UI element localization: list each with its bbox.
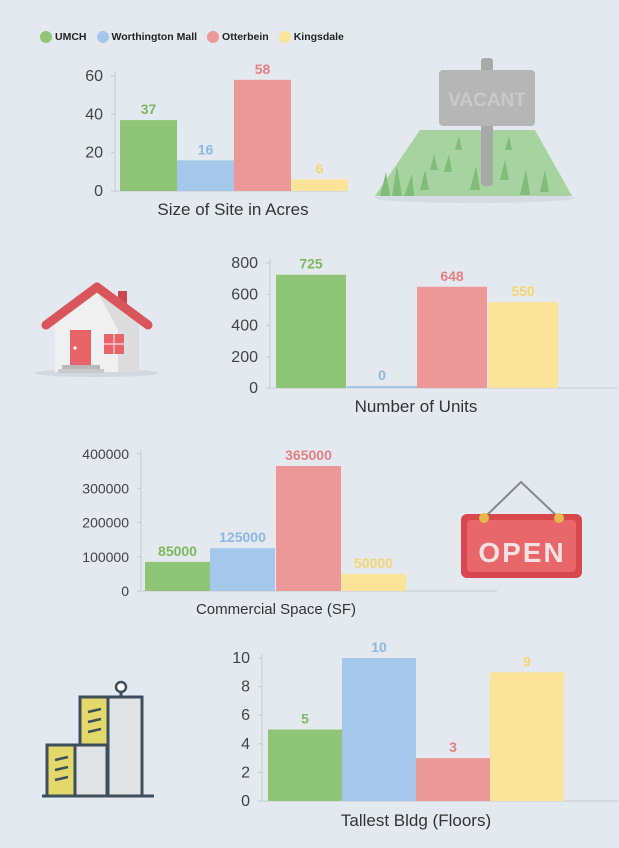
data-label: 725 (299, 256, 323, 272)
y-tick-label: 4 (241, 736, 250, 753)
open-sign-text: OPEN (478, 537, 565, 568)
y-tick-label: 8 (241, 679, 250, 696)
data-label: 37 (141, 101, 157, 117)
y-tick-label: 60 (85, 68, 103, 85)
x-axis-label: Tallest Bldg (Floors) (341, 811, 491, 830)
vacant-lot-icon: VACANT (375, 58, 575, 203)
data-label: 16 (198, 141, 214, 157)
bar-umch (145, 561, 210, 591)
data-label: 5 (301, 711, 309, 727)
chart-1: 0 20 40 60 37 16 58 6 Size of Site in Acres (85, 61, 348, 219)
legend-item-otterbein: Otterbein (207, 31, 269, 43)
bar-worthington-mall (347, 386, 417, 388)
bar-otterbein (417, 286, 487, 388)
legend-item-worthington-mall: Worthington Mall (96, 31, 198, 43)
y-tick-label: 800 (231, 255, 258, 272)
data-label: 3 (449, 739, 457, 755)
y-tick-label: 100000 (82, 549, 129, 565)
bar-umch (120, 120, 177, 191)
legend-label: UMCH (55, 31, 87, 43)
y-tick-label: 20 (85, 145, 103, 162)
bar-kingsdale (291, 179, 348, 191)
bar-umch (276, 274, 346, 388)
chart-4: 0 2 4 6 8 10 5 10 3 9 Tallest Bldg (Floors) (232, 639, 617, 830)
y-tick-label: 10 (232, 650, 250, 667)
bar-kingsdale (341, 573, 406, 591)
y-tick-label: 40 (85, 106, 103, 123)
house-icon (35, 282, 159, 377)
open-sign-icon: OPEN (461, 480, 582, 578)
bar-otterbein (276, 465, 341, 591)
legend: UMCH Worthington Mall Otterbein Kingsdal… (40, 31, 344, 43)
bar-worthington-mall (177, 160, 234, 191)
legend-label: Kingsdale (293, 31, 344, 43)
y-tick-label: 600 (231, 286, 258, 303)
y-tick-label: 200000 (82, 515, 129, 531)
data-label: 125000 (219, 529, 266, 545)
legend-label: Otterbein (222, 31, 269, 43)
legend-swatch (207, 31, 220, 43)
buildings-icon (42, 680, 154, 798)
y-tick-label: 0 (241, 793, 250, 810)
y-tick-label: 0 (94, 183, 103, 200)
bar-worthington-mall (342, 658, 416, 801)
data-label: 365000 (285, 447, 332, 463)
vacant-sign-text: VACANT (448, 90, 526, 111)
x-axis-label: Size of Site in Acres (157, 200, 308, 219)
legend-swatch (278, 31, 291, 43)
data-label: 85000 (158, 543, 197, 559)
legend-swatch (96, 31, 109, 43)
data-label: 6 (316, 161, 324, 177)
data-label: 648 (440, 268, 464, 284)
legend-item-umch: UMCH (40, 31, 87, 43)
legend-item-kingsdale: Kingsdale (278, 31, 344, 43)
legend-swatch (40, 31, 52, 43)
legend-label: Worthington Mall (111, 31, 198, 43)
x-axis-label: Commercial Space (SF) (196, 601, 356, 618)
y-tick-label: 2 (241, 764, 250, 781)
y-tick-label: 300000 (82, 480, 129, 496)
y-tick-label: 400000 (82, 446, 129, 462)
chart-3: 0 100000 200000 300000 400000 85000 125000 3650… (82, 446, 497, 618)
bar-otterbein (416, 758, 490, 801)
y-tick-label: 200 (231, 349, 258, 366)
data-label: 58 (255, 61, 271, 77)
bar-umch (268, 729, 342, 801)
y-tick-label: 400 (231, 318, 258, 335)
x-axis-label: Number of Units (355, 397, 478, 416)
bar-kingsdale (490, 672, 564, 801)
y-tick-label: 0 (121, 583, 129, 599)
y-tick-label: 0 (249, 380, 258, 397)
data-label: 550 (511, 283, 535, 299)
data-label: 50000 (354, 555, 393, 571)
data-label: 10 (371, 639, 387, 655)
bar-otterbein (234, 79, 291, 191)
y-tick-label: 6 (241, 707, 250, 724)
data-label: 9 (523, 653, 531, 669)
chart-2: 0 200 400 600 800 725 0 648 550 Number of Units (231, 255, 617, 416)
bar-kingsdale (488, 302, 558, 388)
bar-worthington-mall (210, 548, 275, 591)
data-label: 0 (378, 367, 386, 383)
